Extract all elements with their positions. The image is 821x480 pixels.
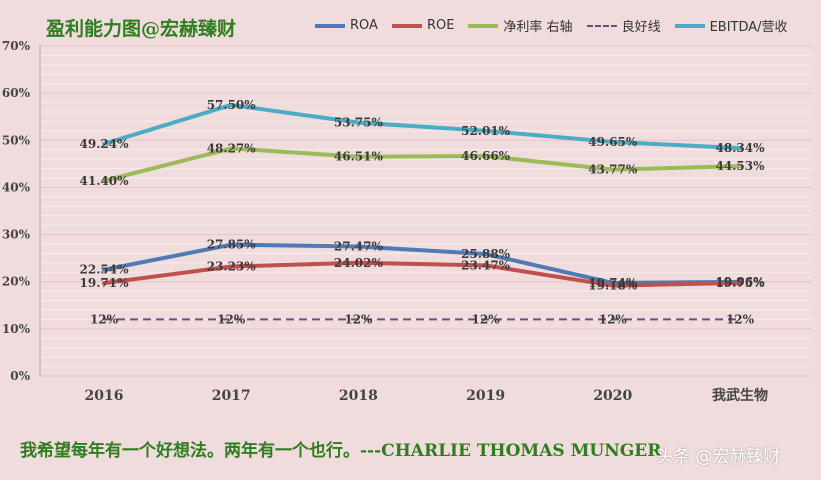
legend-item-roe[interactable]: ROE xyxy=(391,16,455,35)
data-label: 48.27% xyxy=(207,141,257,155)
y-tick-label: 50% xyxy=(2,133,31,147)
legend-swatch-net-margin xyxy=(468,23,499,28)
data-label: 27.47% xyxy=(334,239,384,253)
data-label: 12% xyxy=(344,312,373,326)
data-label: 12% xyxy=(472,312,501,326)
y-tick-label: 70% xyxy=(2,39,31,53)
x-tick-label: 2018 xyxy=(339,388,378,404)
series-line xyxy=(102,260,742,288)
legend-label-net-margin: 净利率 右轴 xyxy=(503,20,573,35)
legend-swatch-ebitda xyxy=(674,23,705,28)
data-label: 12% xyxy=(599,312,628,326)
data-label: 46.66% xyxy=(461,149,511,163)
data-label: 19.18% xyxy=(588,279,638,293)
y-tick-label: 30% xyxy=(2,228,31,242)
legend-swatch-good-line xyxy=(586,24,617,27)
series-line xyxy=(102,146,742,183)
x-tick-label: 2016 xyxy=(85,388,124,404)
data-label: 19.75% xyxy=(716,276,766,290)
y-tick-label: 10% xyxy=(2,322,31,336)
data-labels: 22.54%27.85% 27.47%25.88%19.74% 19.96%19.7… xyxy=(80,98,766,326)
data-label: 57.50% xyxy=(207,98,257,112)
data-label: 12% xyxy=(90,312,119,326)
series-line xyxy=(102,242,742,285)
data-label: 12% xyxy=(726,312,755,326)
gridlines xyxy=(39,45,812,377)
x-axis: 2016 2017 2018 2019 2020 我武生物 xyxy=(85,387,768,404)
x-tick-label: 2019 xyxy=(466,388,505,404)
data-label: 23.47% xyxy=(461,258,511,272)
series-lines xyxy=(102,102,742,321)
data-label: 41.40% xyxy=(80,174,130,188)
data-label: 19.96% xyxy=(716,275,766,289)
legend-item-roa[interactable]: ROA xyxy=(315,16,378,35)
data-label: 52.01% xyxy=(461,124,511,138)
legend-item-ebitda[interactable]: EBITDA/营收 xyxy=(674,16,788,35)
x-tick-label: 2020 xyxy=(593,388,632,404)
legend-swatch-roa xyxy=(315,23,345,28)
x-tick-label: 我武生物 xyxy=(712,387,768,404)
data-label: 19.71% xyxy=(80,276,130,290)
chart-title: 盈利能力图@宏赫臻财 xyxy=(46,18,237,40)
legend-swatch-roe xyxy=(391,23,422,28)
data-label: 22.54% xyxy=(80,263,130,277)
y-axis: 0% 10% 20% 30% 40% 50% 60% 70% xyxy=(2,39,31,383)
legend-label-roa: ROA xyxy=(350,18,378,33)
data-label: 44.53% xyxy=(716,159,766,173)
data-label: 43.77% xyxy=(588,163,638,177)
data-label: 48.34% xyxy=(716,141,766,155)
data-label: 49.24% xyxy=(80,137,130,151)
data-label: 46.51% xyxy=(334,150,384,164)
x-tick-label: 2017 xyxy=(212,388,251,404)
legend-item-net-margin[interactable]: 净利率 右轴 xyxy=(468,16,573,35)
data-label: 27.85% xyxy=(207,238,257,252)
data-label: 24.02% xyxy=(334,256,384,270)
data-label: 23.23% xyxy=(207,259,257,273)
data-label: 49.65% xyxy=(588,135,638,149)
legend-item-good-line[interactable]: 良好线 xyxy=(586,16,661,35)
legend-label-roe: ROE xyxy=(426,18,455,33)
y-tick-label: 0% xyxy=(10,369,30,383)
y-tick-label: 20% xyxy=(2,275,31,289)
legend-label-ebitda: EBITDA/营收 xyxy=(709,20,788,35)
data-label: 25.88% xyxy=(461,247,511,261)
legend[interactable]: ROA ROE 净利率 右轴 良好线 EBITDA/营收 xyxy=(315,16,788,35)
y-tick-label: 60% xyxy=(2,86,31,100)
data-label: 19.74% xyxy=(588,276,638,290)
series-line xyxy=(102,102,742,151)
watermark: 头条 @宏赫臻财 xyxy=(656,447,781,467)
footer-quote: 我希望每年有一个好想法。两年有一个也行。---CHARLIE THOMAS MU… xyxy=(20,441,662,461)
data-label: 12% xyxy=(217,312,246,326)
y-tick-label: 40% xyxy=(2,180,31,194)
data-label: 53.75% xyxy=(334,116,384,130)
legend-label-good-line: 良好线 xyxy=(621,20,661,35)
